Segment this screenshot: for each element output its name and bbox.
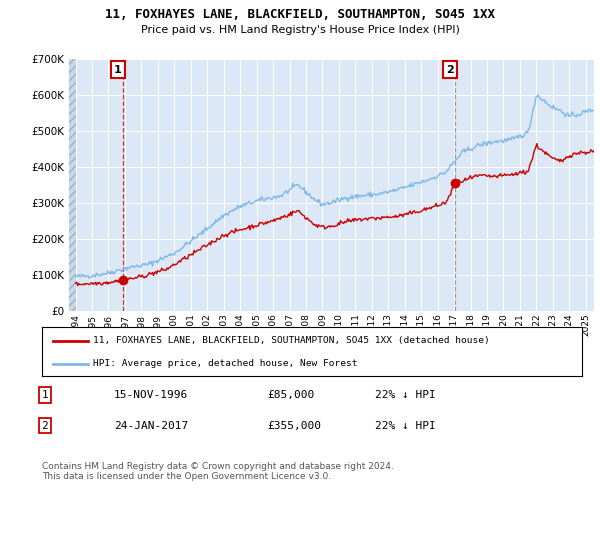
Text: 2: 2: [446, 64, 454, 74]
Text: 15-NOV-1996: 15-NOV-1996: [114, 390, 188, 400]
Text: Price paid vs. HM Land Registry's House Price Index (HPI): Price paid vs. HM Land Registry's House …: [140, 25, 460, 35]
Text: £355,000: £355,000: [267, 421, 321, 431]
Text: 24-JAN-2017: 24-JAN-2017: [114, 421, 188, 431]
Text: 11, FOXHAYES LANE, BLACKFIELD, SOUTHAMPTON, SO45 1XX: 11, FOXHAYES LANE, BLACKFIELD, SOUTHAMPT…: [105, 8, 495, 21]
Bar: [69, 59, 76, 311]
Text: Contains HM Land Registry data © Crown copyright and database right 2024.
This d: Contains HM Land Registry data © Crown c…: [42, 462, 394, 482]
Text: 1: 1: [114, 64, 122, 74]
Text: 1: 1: [41, 390, 49, 400]
Text: 11, FOXHAYES LANE, BLACKFIELD, SOUTHAMPTON, SO45 1XX (detached house): 11, FOXHAYES LANE, BLACKFIELD, SOUTHAMPT…: [94, 337, 490, 346]
Text: £85,000: £85,000: [267, 390, 314, 400]
Text: 22% ↓ HPI: 22% ↓ HPI: [375, 421, 436, 431]
Text: HPI: Average price, detached house, New Forest: HPI: Average price, detached house, New …: [94, 359, 358, 368]
Text: 2: 2: [41, 421, 49, 431]
Text: 22% ↓ HPI: 22% ↓ HPI: [375, 390, 436, 400]
